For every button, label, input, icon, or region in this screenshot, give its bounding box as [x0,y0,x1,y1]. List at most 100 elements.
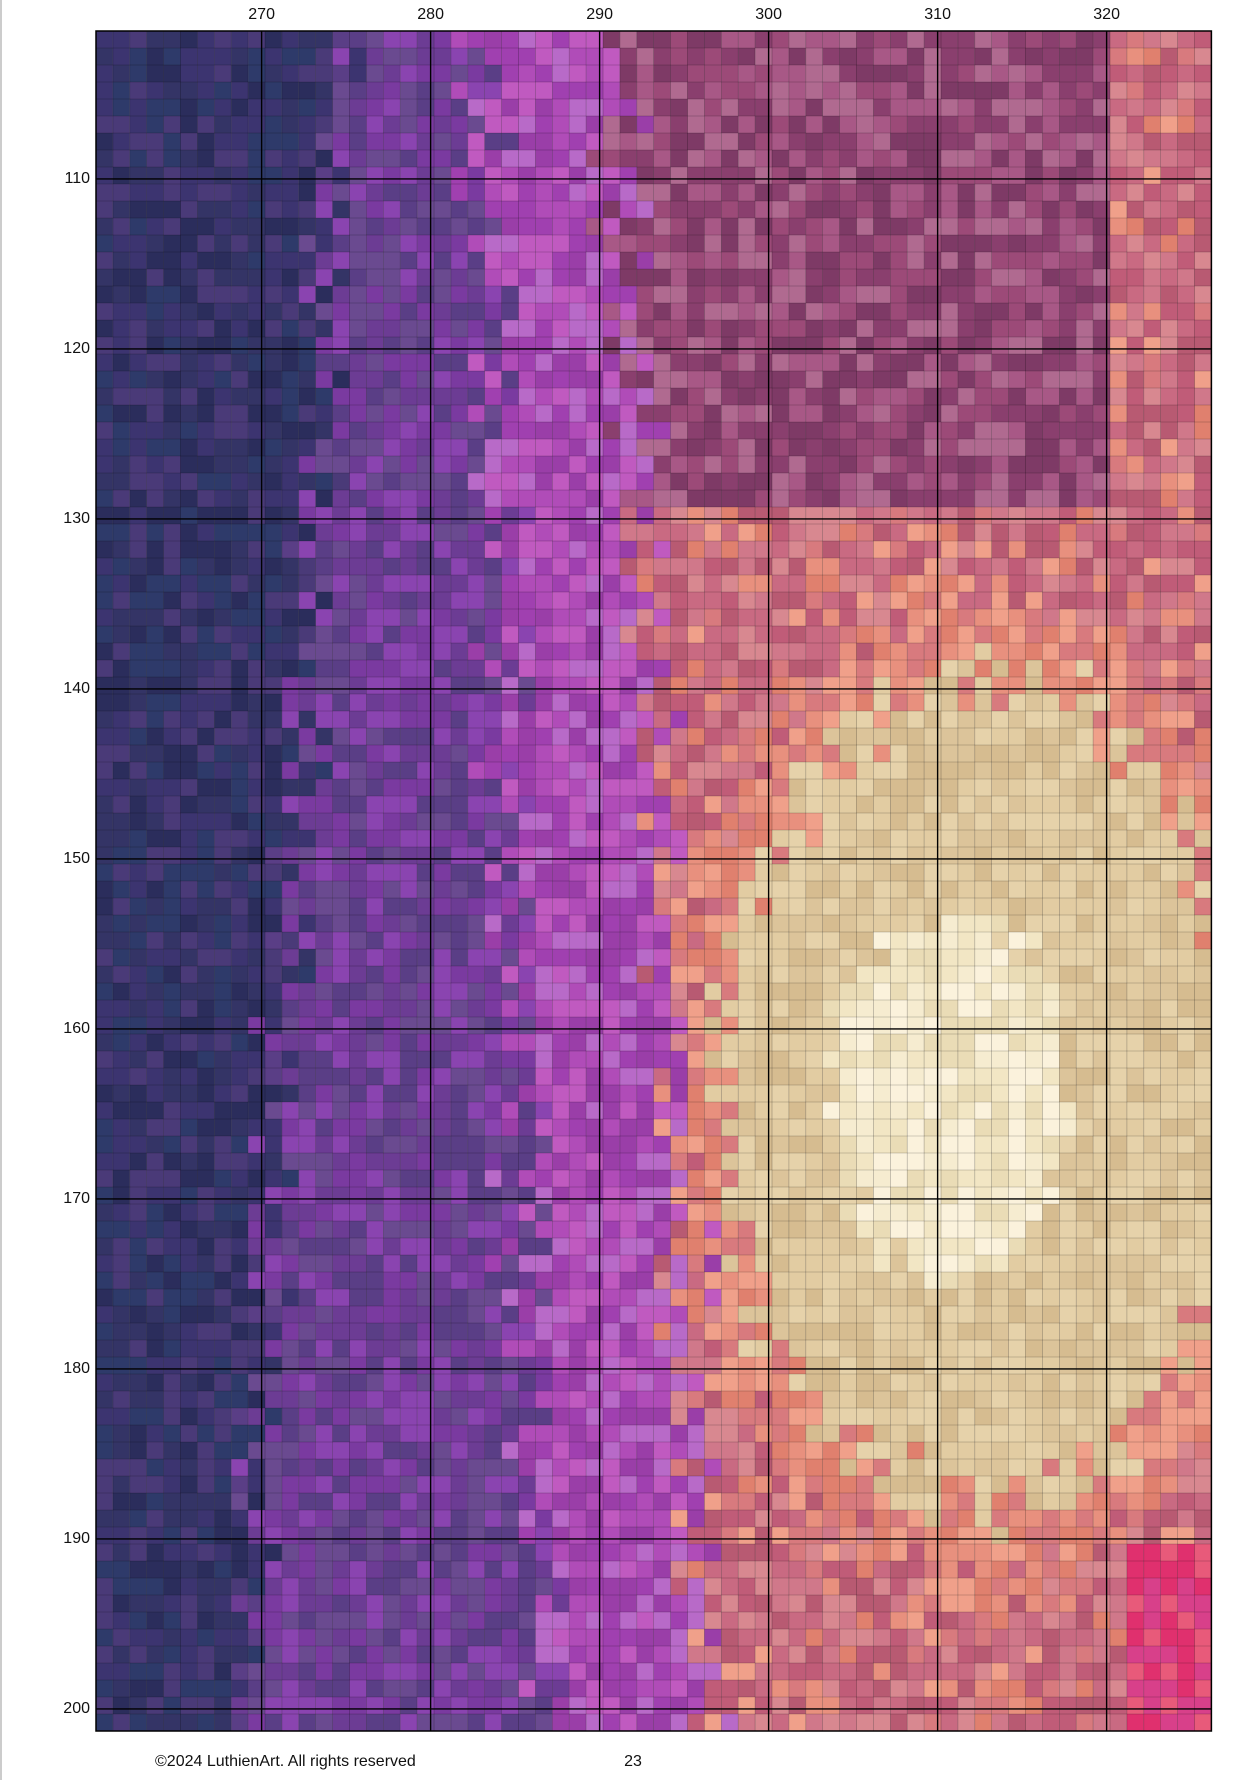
stitch-cell [265,99,282,116]
stitch-cell [856,1255,874,1272]
stitch-cell [197,1051,215,1068]
stitch-cell [501,1255,519,1272]
stitch-cell [873,201,891,218]
stitch-cell [129,1170,147,1187]
stitch-cell [586,303,603,320]
stitch-cell [1076,116,1094,133]
stitch-cell [400,1187,418,1204]
stitch-cell [772,1153,789,1170]
stitch-cell [941,541,958,558]
stitch-cell [417,898,434,915]
stitch-cell [180,422,198,439]
stitch-cell [400,99,418,116]
stitch-cell [772,847,789,864]
stitch-cell [1126,286,1144,303]
stitch-cell [349,1272,367,1289]
stitch-cell [788,949,806,966]
stitch-cell [941,82,958,99]
stitch-cell [197,456,215,473]
stitch-cell [569,1068,587,1085]
stitch-cell [535,184,553,201]
stitch-cell [1194,286,1212,303]
stitch-cell [873,354,891,371]
stitch-cell [146,643,164,660]
stitch-cell [1143,609,1161,626]
stitch-cell [636,1085,654,1102]
stitch-cell [180,150,198,167]
stitch-cell [1194,1000,1212,1017]
stitch-cell [434,31,451,48]
stitch-cell [383,1306,401,1323]
stitch-cell [619,422,637,439]
stitch-cell [231,762,249,779]
stitch-cell [974,592,992,609]
stitch-cell [687,456,705,473]
stitch-cell [957,847,975,864]
stitch-cell [366,235,384,252]
stitch-cell [349,371,367,388]
stitch-cell [332,898,350,915]
stitch-cell [467,1289,485,1306]
stitch-cell [146,473,164,490]
stitch-cell [1076,1051,1094,1068]
stitch-cell [552,456,570,473]
stitch-cell [856,830,874,847]
stitch-cell [265,966,282,983]
stitch-cell [484,456,502,473]
stitch-cell [434,507,451,524]
stitch-cell [839,609,857,626]
stitch-cell [332,286,350,303]
stitch-cell [366,1102,384,1119]
stitch-cell [653,745,671,762]
stitch-cell [873,507,891,524]
stitch-cell [873,983,891,1000]
stitch-cell [805,167,823,184]
stitch-cell [586,167,603,184]
stitch-cell [400,218,418,235]
stitch-cell [450,813,468,830]
stitch-cell [214,796,232,813]
stitch-cell [1143,422,1161,439]
stitch-cell [248,779,265,796]
stitch-cell [1025,1170,1043,1187]
stitch-cell [231,286,249,303]
stitch-cell [619,1136,637,1153]
stitch-cell [788,694,806,711]
stitch-cell [974,660,992,677]
stitch-cell [957,949,975,966]
stitch-cell [467,898,485,915]
stitch-cell [1110,490,1127,507]
stitch-cell [535,1000,553,1017]
stitch-cell [518,473,536,490]
stitch-cell [653,133,671,150]
stitch-cell [366,133,384,150]
stitch-cell [957,422,975,439]
stitch-cell [450,1034,468,1051]
stitch-cell [991,133,1009,150]
stitch-cell [603,1204,620,1221]
stitch-cell [383,371,401,388]
stitch-cell [112,1102,130,1119]
stitch-cell [653,643,671,660]
stitch-cell [315,1187,333,1204]
stitch-cell [298,558,316,575]
stitch-cell [856,31,874,48]
stitch-cell [298,82,316,99]
stitch-cell [417,881,434,898]
stitch-cell [1008,371,1026,388]
stitch-cell [315,643,333,660]
stitch-cell [163,1170,181,1187]
stitch-cell [298,1000,316,1017]
stitch-cell [467,1034,485,1051]
stitch-cell [434,150,451,167]
stitch-cell [738,31,756,48]
stitch-cell [400,1306,418,1323]
stitch-cell [197,524,215,541]
stitch-cell [788,762,806,779]
stitch-cell [518,303,536,320]
stitch-cell [231,524,249,541]
stitch-cell [1143,48,1161,65]
stitch-cell [772,184,789,201]
stitch-cell [772,813,789,830]
stitch-cell [974,779,992,796]
